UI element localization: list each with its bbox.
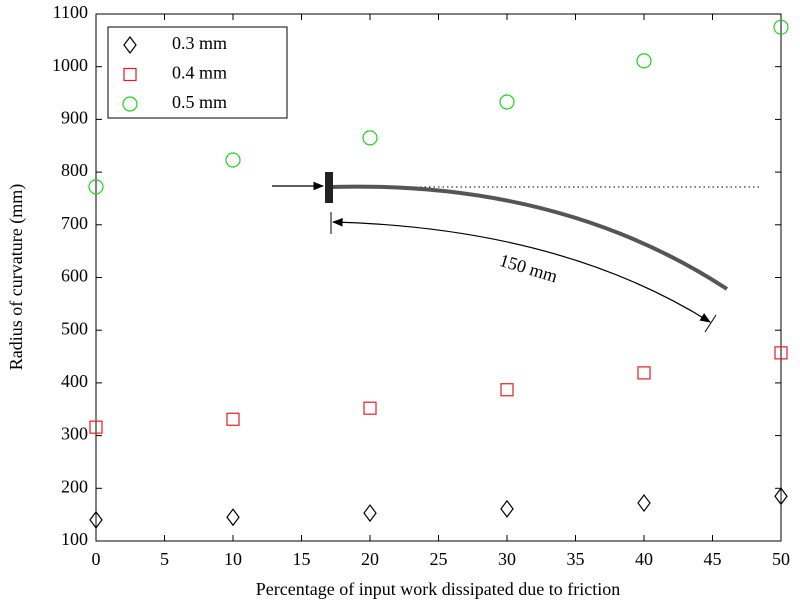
point [362,130,378,146]
y-tick-label: 700 [61,213,88,233]
legend-marker [123,36,137,54]
y-tick-label: 900 [61,108,88,128]
x-tick-label: 15 [293,549,311,569]
point [226,508,240,527]
tick [704,314,717,333]
point [636,53,652,69]
point [500,383,514,397]
point [225,152,241,168]
x-tick-label: 10 [224,549,242,569]
y-tick-label: 400 [61,371,88,391]
point [774,346,788,360]
x-tick-label: 5 [160,549,169,569]
point [774,487,788,506]
point [363,504,377,523]
y-tick-label: 300 [61,424,88,444]
x-tick-label: 50 [772,549,790,569]
point [363,401,377,415]
x-tick-label: 45 [704,549,722,569]
point [226,412,240,426]
point [88,179,104,195]
bar-marker [325,172,333,203]
x-tick-label: 25 [430,549,448,569]
x-tick-label: 20 [361,549,379,569]
point [499,94,515,110]
legend [107,26,288,119]
annotation: 150 mm [272,172,760,333]
point [89,510,103,529]
point [637,366,651,380]
x-tick-label: 35 [567,549,585,569]
x-tick-label: 0 [92,549,101,569]
y-tick-label: 200 [61,476,88,496]
x-tick-label: 30 [498,549,516,569]
y-tick-label: 100 [61,529,88,549]
point [500,499,514,518]
legend-label: 0.3 mm [172,33,227,53]
point [89,420,103,434]
x-axis-label: Percentage of input work dissipated due … [256,579,620,599]
y-tick-label: 1100 [53,2,88,22]
x-tick-label: 40 [635,549,653,569]
point [773,19,789,35]
y-tick-label: 1000 [52,55,88,75]
y-tick-label: 600 [61,266,88,286]
legend-label: 0.5 mm [172,92,227,112]
point [637,494,651,513]
legend-label: 0.4 mm [172,63,227,83]
legend-marker [122,96,138,112]
annotation-label: 150 mm [497,250,560,287]
legend-marker [123,67,137,82]
y-tick-label: 800 [61,160,88,180]
double-arrow [331,217,711,323]
y-tick-label: 500 [61,318,88,338]
y-axis-label: Radius of curvature (mm) [6,184,27,370]
